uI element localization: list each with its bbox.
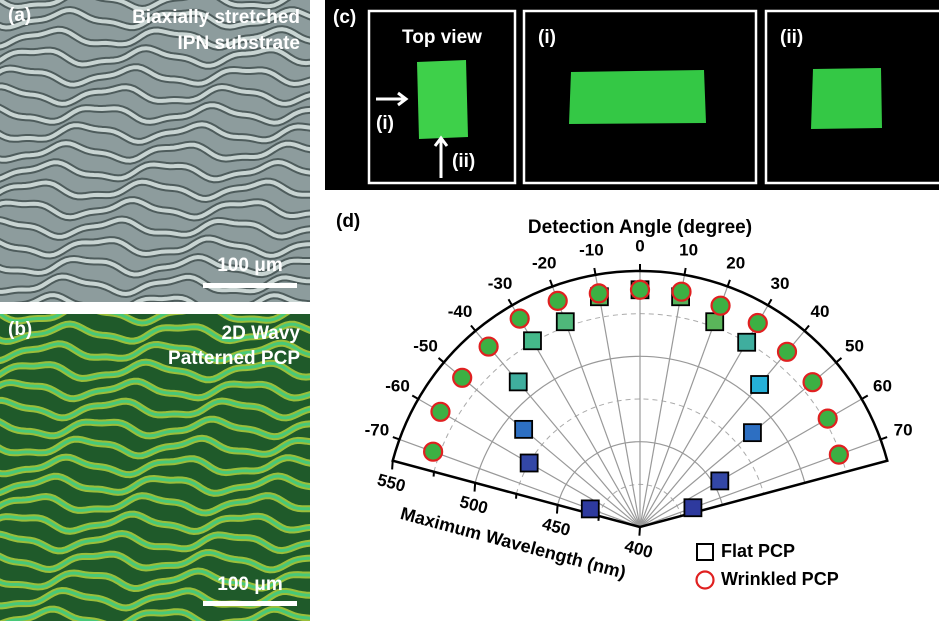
circle-marker [431, 403, 449, 421]
legend-marker [697, 544, 713, 560]
theta-tick [684, 268, 685, 275]
polar-chart: -70 -60 -50 -40 -30 -20 -10 0 10 20 30 40 50 60 70 400 4… [365, 236, 913, 588]
square-marker [557, 313, 574, 330]
theta-tick [768, 299, 772, 305]
r-tick-label: 400 [622, 536, 654, 562]
circle-marker [819, 410, 837, 428]
square-marker [744, 424, 761, 441]
panel-label: (a) [8, 5, 31, 26]
theta-tick [509, 299, 513, 305]
panel-label: (b) [8, 319, 32, 340]
circle-marker [672, 283, 690, 301]
theta-tick [805, 326, 809, 331]
theta-tick-label: 30 [771, 274, 790, 293]
circle-marker [631, 281, 649, 299]
theta-tick [393, 437, 400, 439]
r-tick-label: 450 [540, 514, 572, 540]
r-tick [392, 461, 393, 470]
theta-tick-label: -60 [385, 376, 410, 395]
theta-tick-label: -50 [413, 337, 438, 356]
theta-tick-label: -30 [488, 274, 513, 293]
view-title: (i) [538, 27, 556, 48]
theta-tick-label: 10 [679, 241, 698, 260]
r-tick [475, 483, 476, 492]
wave [0, 295, 318, 312]
square-marker [582, 500, 599, 517]
circle-marker [590, 284, 608, 302]
circle-marker [511, 310, 529, 328]
theta-tick-label: 70 [894, 421, 913, 440]
r-tick-label: 550 [375, 470, 407, 496]
legend-label: Flat PCP [721, 541, 795, 561]
circle-marker [804, 373, 822, 391]
theta-tick-label: 20 [726, 253, 745, 272]
r-tick [557, 505, 558, 514]
panel-label: (c) [333, 7, 356, 28]
caption: Patterned PCP [168, 348, 300, 369]
theta-tick [550, 280, 552, 287]
theta-tick [439, 358, 444, 362]
theta-tick [594, 268, 595, 275]
theta-tick [728, 280, 730, 287]
square-marker [510, 373, 527, 390]
circle-marker [830, 446, 848, 464]
arrow-label: (i) [376, 113, 394, 134]
sample [569, 70, 706, 124]
panel-label: (d) [336, 211, 360, 232]
theta-tick-label: 60 [873, 376, 892, 395]
circle-marker [778, 343, 796, 361]
square-marker [515, 421, 532, 438]
scale-bar [203, 601, 297, 606]
r-tick [639, 527, 640, 536]
theta-tick [471, 326, 475, 331]
arrow-label: (ii) [452, 151, 475, 172]
caption: 2D Wavy [222, 323, 301, 344]
caption: Biaxially stretched [132, 7, 300, 28]
circle-marker [424, 443, 442, 461]
scale-bar [203, 283, 297, 288]
legend-marker [697, 572, 714, 589]
circle-marker [549, 292, 567, 310]
circle-marker [453, 369, 471, 387]
chart-title: Detection Angle (degree) [528, 217, 752, 238]
circle-marker [749, 314, 767, 332]
sample [811, 68, 882, 129]
sample [417, 60, 468, 139]
circle-marker [480, 338, 498, 356]
figure: (a) Biaxially stretched IPN substrate 10… [0, 0, 939, 621]
r-tick-label: 500 [458, 492, 490, 518]
theta-tick-label: -40 [448, 302, 473, 321]
theta-tick-label: 50 [845, 337, 864, 356]
view-title: Top view [402, 27, 482, 48]
square-marker [751, 376, 768, 393]
caption: IPN substrate [178, 33, 300, 54]
scale-label: 100 μm [217, 574, 283, 595]
theta-tick-label: -20 [532, 253, 557, 272]
circle-marker [712, 297, 730, 315]
theta-tick-label: 0 [635, 236, 644, 255]
theta-tick [881, 437, 888, 439]
square-marker [711, 472, 728, 489]
view-title: (ii) [780, 27, 803, 48]
scale-label: 100 μm [217, 255, 283, 276]
legend-label: Wrinkled PCP [721, 569, 839, 589]
square-marker [521, 455, 538, 472]
theta-tick [836, 358, 841, 362]
square-marker [684, 499, 701, 516]
theta-tick-label: -70 [365, 421, 390, 440]
theta-tick [862, 396, 868, 400]
square-marker [738, 334, 755, 351]
theta-tick-label: 40 [811, 302, 830, 321]
theta-tick-label: -10 [579, 241, 604, 260]
theta-tick [412, 396, 418, 400]
square-marker [524, 332, 541, 349]
